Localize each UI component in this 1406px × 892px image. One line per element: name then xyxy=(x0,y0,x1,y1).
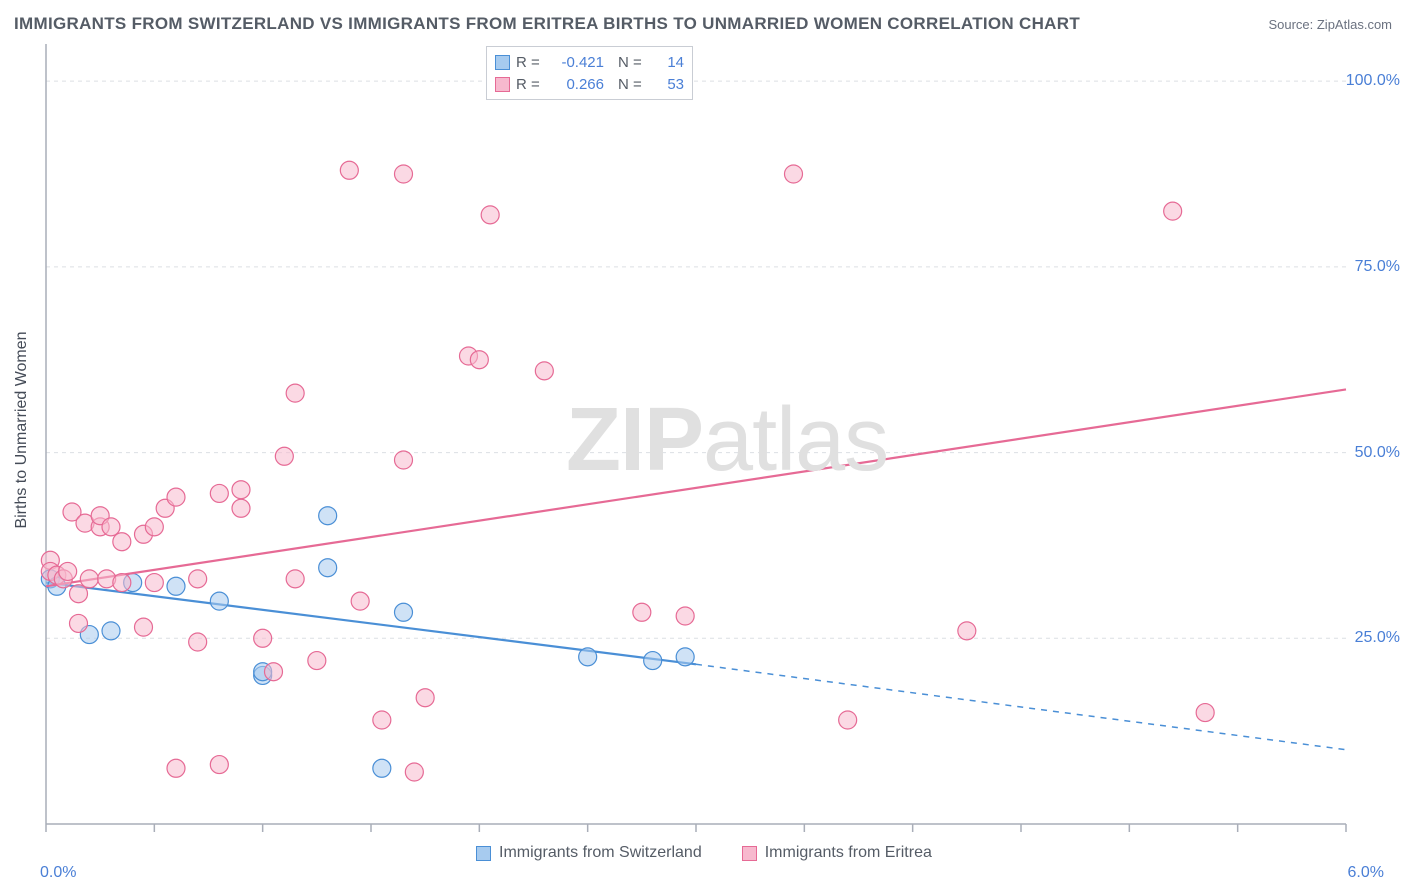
point-eritrea xyxy=(633,603,651,621)
legend-swatch-icon xyxy=(495,77,510,92)
point-eritrea xyxy=(308,652,326,670)
point-eritrea xyxy=(167,488,185,506)
legend-n-label: N = xyxy=(618,76,648,93)
point-eritrea xyxy=(958,622,976,640)
point-switzerland xyxy=(395,603,413,621)
chart-title: IMMIGRANTS FROM SWITZERLAND VS IMMIGRANT… xyxy=(14,14,1080,34)
point-eritrea xyxy=(167,759,185,777)
legend-r-value: 0.266 xyxy=(552,76,604,93)
point-eritrea xyxy=(351,592,369,610)
point-eritrea xyxy=(395,451,413,469)
point-switzerland xyxy=(644,652,662,670)
legend-n-label: N = xyxy=(618,54,648,71)
point-eritrea xyxy=(210,756,228,774)
point-eritrea xyxy=(535,362,553,380)
y-tick-label: 100.0% xyxy=(1346,72,1400,90)
point-eritrea xyxy=(275,447,293,465)
legend-item-label: Immigrants from Eritrea xyxy=(765,844,932,862)
point-eritrea xyxy=(210,484,228,502)
point-eritrea xyxy=(59,562,77,580)
point-switzerland xyxy=(579,648,597,666)
scatter-chart xyxy=(46,44,1346,844)
point-eritrea xyxy=(135,618,153,636)
point-eritrea xyxy=(481,206,499,224)
point-eritrea xyxy=(189,570,207,588)
legend-r-label: R = xyxy=(516,76,546,93)
point-eritrea xyxy=(676,607,694,625)
point-switzerland xyxy=(373,759,391,777)
legend-series: Immigrants from Switzerland Immigrants fr… xyxy=(476,844,932,862)
x-min-label: 0.0% xyxy=(40,864,76,882)
legend-swatch-icon xyxy=(742,846,757,861)
y-tick-label: 75.0% xyxy=(1355,258,1400,276)
point-switzerland xyxy=(210,592,228,610)
legend-correlation: R = -0.421 N = 14 R = 0.266 N = 53 xyxy=(486,46,693,100)
legend-swatch-icon xyxy=(476,846,491,861)
point-switzerland xyxy=(102,622,120,640)
point-switzerland xyxy=(319,559,337,577)
point-eritrea xyxy=(80,570,98,588)
point-eritrea xyxy=(254,629,272,647)
point-eritrea xyxy=(405,763,423,781)
point-eritrea xyxy=(232,499,250,517)
point-eritrea xyxy=(1164,202,1182,220)
point-eritrea xyxy=(785,165,803,183)
legend-n-value: 14 xyxy=(654,54,684,71)
point-eritrea xyxy=(265,663,283,681)
point-eritrea xyxy=(416,689,434,707)
point-eritrea xyxy=(70,614,88,632)
point-eritrea xyxy=(1196,704,1214,722)
source-label: Source: ZipAtlas.com xyxy=(1268,17,1392,32)
point-eritrea xyxy=(102,518,120,536)
legend-swatch-icon xyxy=(495,55,510,70)
point-eritrea xyxy=(70,585,88,603)
legend-item-label: Immigrants from Switzerland xyxy=(499,844,702,862)
point-eritrea xyxy=(373,711,391,729)
legend-r-label: R = xyxy=(516,54,546,71)
point-eritrea xyxy=(232,481,250,499)
point-switzerland xyxy=(167,577,185,595)
point-eritrea xyxy=(286,570,304,588)
point-eritrea xyxy=(395,165,413,183)
point-eritrea xyxy=(145,574,163,592)
legend-item-switzerland: Immigrants from Switzerland xyxy=(476,844,702,862)
point-switzerland xyxy=(676,648,694,666)
y-tick-label: 50.0% xyxy=(1355,444,1400,462)
trend-line-dash-switzerland xyxy=(696,664,1346,749)
legend-n-value: 53 xyxy=(654,76,684,93)
legend-row-eritrea: R = 0.266 N = 53 xyxy=(495,73,684,95)
point-eritrea xyxy=(113,533,131,551)
legend-item-eritrea: Immigrants from Eritrea xyxy=(742,844,932,862)
point-eritrea xyxy=(189,633,207,651)
legend-row-switzerland: R = -0.421 N = 14 xyxy=(495,51,684,73)
x-max-label: 6.0% xyxy=(1348,864,1384,882)
point-switzerland xyxy=(319,507,337,525)
point-eritrea xyxy=(113,574,131,592)
point-eritrea xyxy=(839,711,857,729)
point-eritrea xyxy=(145,518,163,536)
point-eritrea xyxy=(470,351,488,369)
legend-r-value: -0.421 xyxy=(552,54,604,71)
plot-area: ZIPatlas R =-0.421N =14R =0.266N =53 25.… xyxy=(46,44,1346,824)
y-tick-label: 25.0% xyxy=(1355,629,1400,647)
y-axis-label: Births to Unmarried Women xyxy=(13,331,31,528)
point-eritrea xyxy=(340,161,358,179)
point-eritrea xyxy=(286,384,304,402)
title-bar: IMMIGRANTS FROM SWITZERLAND VS IMMIGRANT… xyxy=(14,14,1392,34)
